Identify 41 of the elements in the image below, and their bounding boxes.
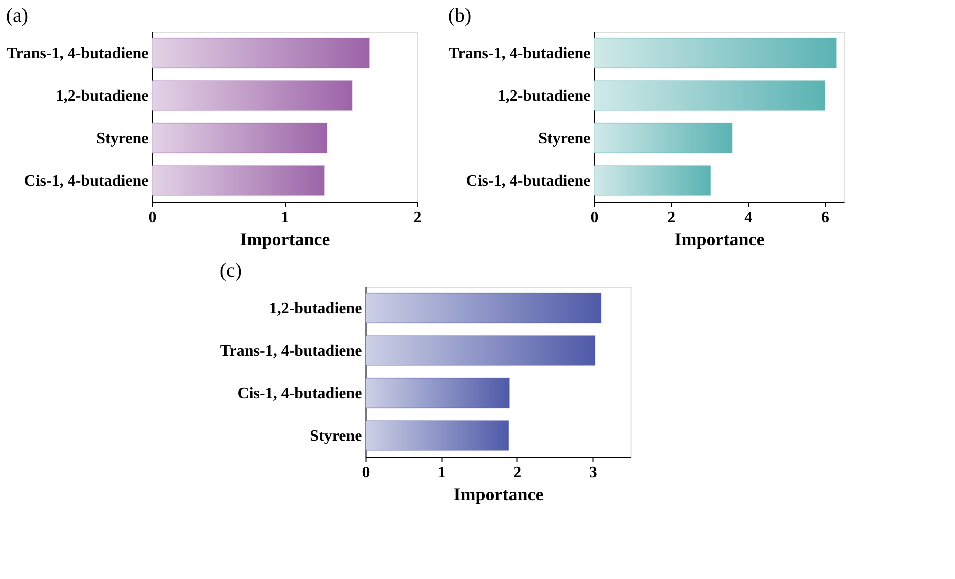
x-tick-label: 2 [414,210,422,226]
bar [366,292,602,324]
x-tick-label: 4 [744,210,753,226]
y-tick-label: 1,2-butadiene [56,88,149,105]
x-tick-label: 3 [589,464,598,482]
x-axis-title: Importance [674,230,765,250]
y-tick-label: 1,2-butadiene [498,88,591,105]
y-tick-label: Trans-1, 4-butadiene [448,45,591,62]
bar [594,122,733,154]
bar [152,80,353,112]
x-tick-label: 0 [148,210,157,226]
y-tick-label: 1,2-butadiene [269,300,362,318]
bar [594,165,712,196]
x-tick-label: 2 [514,464,522,482]
y-tick-label: Styrene [96,130,149,148]
y-tick-label: Trans-1, 4-butadiene [220,342,362,360]
bar [594,38,838,69]
chart-title: (c) [220,260,242,282]
y-tick-label: Trans-1, 4-butadiene [6,45,149,62]
bar [152,165,325,196]
y-tick-label: Styrene [538,130,591,148]
y-tick-label: Styrene [310,428,362,445]
bar [594,80,826,112]
chart-title: (b) [448,5,472,27]
x-axis-title: Importance [240,230,330,250]
x-tick-label: 1 [438,464,446,482]
y-tick-label: Cis-1, 4-butadiene [466,172,591,190]
bar [366,420,510,452]
bar [366,335,596,366]
x-tick-label: 2 [668,210,676,226]
x-tick-label: 1 [281,210,290,226]
bar [366,378,510,409]
x-axis-title: Importance [454,484,544,504]
y-tick-label: Cis-1, 4-butadiene [238,385,362,402]
y-tick-label: Cis-1, 4-butadiene [24,172,149,190]
x-tick-label: 0 [362,464,370,482]
x-tick-label: 6 [822,210,830,226]
chart-title: (a) [6,5,29,27]
x-tick-label: 0 [590,210,599,226]
bar [152,122,328,154]
bar [152,38,370,69]
